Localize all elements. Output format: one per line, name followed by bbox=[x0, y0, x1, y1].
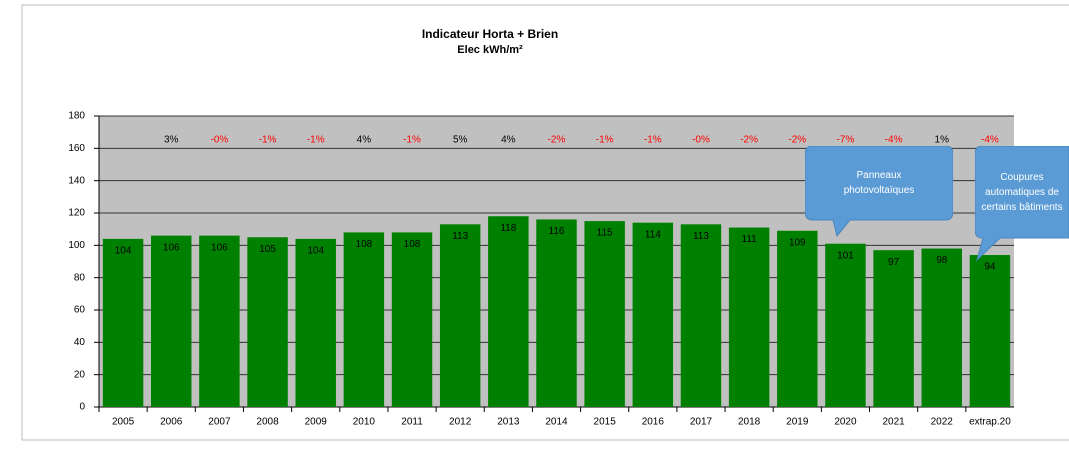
bar bbox=[151, 235, 192, 407]
value-label: 101 bbox=[837, 250, 854, 261]
bar bbox=[488, 216, 529, 407]
value-label: 97 bbox=[888, 257, 900, 268]
bar bbox=[536, 219, 577, 407]
change-label: -1% bbox=[644, 135, 662, 146]
x-tick-label: extrap.20 bbox=[969, 417, 1011, 428]
bar bbox=[632, 222, 674, 407]
change-label: -0% bbox=[692, 135, 710, 146]
bar bbox=[921, 248, 962, 407]
change-label: -1% bbox=[596, 135, 614, 146]
value-label: 104 bbox=[307, 246, 324, 257]
callout-text: Panneaux photovoltaïques bbox=[843, 170, 915, 196]
change-label: 4% bbox=[501, 135, 516, 146]
change-label: -2% bbox=[740, 135, 758, 146]
callout-container: Panneaux photovoltaïques bbox=[805, 146, 953, 238]
value-label: 98 bbox=[936, 255, 948, 266]
x-tick-label: 2018 bbox=[738, 417, 761, 428]
change-label: -4% bbox=[981, 135, 999, 146]
value-label: 94 bbox=[984, 262, 996, 273]
change-label: 1% bbox=[935, 135, 950, 146]
x-tick-label: 2006 bbox=[160, 417, 183, 428]
callout-shape bbox=[975, 146, 1069, 262]
bar bbox=[728, 227, 770, 407]
value-label: 105 bbox=[259, 244, 276, 255]
change-label: -0% bbox=[210, 135, 228, 146]
x-tick-label: 2022 bbox=[931, 417, 954, 428]
change-label: -4% bbox=[885, 135, 903, 146]
change-label: -1% bbox=[307, 135, 325, 146]
callout-container: Coupures automatiques de certains bâtime… bbox=[975, 146, 1069, 262]
value-label: 106 bbox=[163, 242, 180, 253]
bar bbox=[295, 238, 336, 407]
change-label: -1% bbox=[403, 135, 421, 146]
x-tick-label: 2019 bbox=[786, 417, 809, 428]
value-label: 118 bbox=[500, 223, 516, 234]
change-label: -2% bbox=[548, 135, 566, 146]
x-tick-label: 2011 bbox=[401, 417, 423, 428]
y-tick-label: 60 bbox=[74, 305, 86, 316]
x-tick-label: 2009 bbox=[305, 417, 328, 428]
y-tick-label: 80 bbox=[74, 272, 86, 283]
callout-shape bbox=[805, 146, 953, 238]
bar bbox=[102, 238, 144, 407]
value-label: 108 bbox=[356, 239, 373, 250]
bar bbox=[777, 230, 818, 407]
y-tick-label: 0 bbox=[79, 402, 85, 413]
x-tick-label: 2010 bbox=[353, 417, 376, 428]
value-label: 109 bbox=[789, 237, 806, 248]
change-label: -2% bbox=[788, 135, 806, 146]
value-label: 104 bbox=[115, 246, 132, 257]
bar bbox=[825, 243, 866, 407]
bar bbox=[584, 221, 625, 407]
x-tick-label: 2020 bbox=[834, 417, 857, 428]
x-tick-label: 2017 bbox=[690, 417, 713, 428]
value-label: 113 bbox=[693, 231, 709, 242]
value-label: 108 bbox=[404, 239, 421, 250]
x-tick-label: 2008 bbox=[256, 417, 279, 428]
y-tick-label: 100 bbox=[68, 240, 85, 251]
bar bbox=[391, 232, 433, 407]
y-tick-label: 140 bbox=[68, 175, 85, 186]
x-tick-label: 2021 bbox=[882, 417, 905, 428]
value-label: 116 bbox=[549, 226, 565, 237]
change-label: 5% bbox=[453, 135, 468, 146]
y-tick-label: 120 bbox=[68, 208, 85, 219]
bar bbox=[343, 232, 385, 407]
bar bbox=[873, 250, 914, 407]
value-label: 114 bbox=[645, 229, 661, 240]
chart-title: Indicateur Horta + Brien bbox=[422, 27, 558, 41]
value-label: 115 bbox=[597, 228, 613, 239]
x-tick-label: 2013 bbox=[497, 417, 520, 428]
callout-text: Coupures automatiques de certains bâtime… bbox=[981, 171, 1063, 213]
bar bbox=[439, 224, 481, 407]
change-label: 4% bbox=[357, 135, 372, 146]
y-tick-label: 40 bbox=[74, 337, 86, 348]
bar bbox=[969, 255, 1011, 407]
change-label: 3% bbox=[164, 135, 179, 146]
x-tick-label: 2012 bbox=[449, 417, 472, 428]
bar bbox=[247, 237, 288, 407]
x-tick-label: 2016 bbox=[642, 417, 665, 428]
value-label: 106 bbox=[211, 242, 228, 253]
chart-subtitle: Elec kWh/m² bbox=[457, 44, 523, 56]
bar bbox=[680, 224, 722, 407]
x-tick-label: 2007 bbox=[208, 417, 231, 428]
y-tick-label: 20 bbox=[74, 369, 86, 380]
y-tick-label: 160 bbox=[68, 143, 85, 154]
x-tick-label: 2014 bbox=[545, 417, 568, 428]
change-label: -1% bbox=[259, 135, 277, 146]
value-label: 111 bbox=[742, 234, 758, 245]
bar bbox=[199, 235, 240, 407]
y-tick-label: 180 bbox=[68, 111, 85, 122]
change-label: -7% bbox=[837, 135, 855, 146]
x-tick-label: 2005 bbox=[112, 417, 135, 428]
x-tick-label: 2015 bbox=[594, 417, 617, 428]
value-label: 113 bbox=[452, 231, 468, 242]
